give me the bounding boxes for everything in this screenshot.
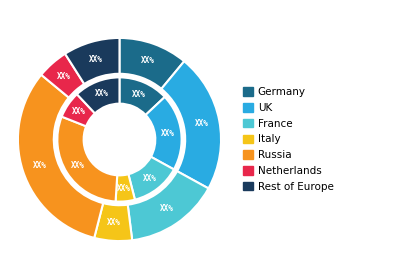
- Wedge shape: [145, 97, 182, 169]
- Wedge shape: [116, 174, 135, 202]
- Text: XX%: XX%: [72, 107, 86, 116]
- Text: XX%: XX%: [94, 90, 108, 98]
- Wedge shape: [162, 61, 221, 188]
- Text: XX%: XX%: [132, 90, 146, 99]
- Text: XX%: XX%: [89, 55, 103, 64]
- Wedge shape: [77, 77, 119, 113]
- Wedge shape: [94, 203, 132, 241]
- Text: XX%: XX%: [159, 204, 173, 213]
- Wedge shape: [41, 54, 84, 98]
- Text: XX%: XX%: [107, 218, 121, 227]
- Text: XX%: XX%: [141, 56, 155, 65]
- Wedge shape: [129, 157, 174, 200]
- Wedge shape: [18, 75, 103, 238]
- Text: XX%: XX%: [57, 72, 71, 81]
- Text: XX%: XX%: [195, 119, 208, 128]
- Legend: Germany, UK, France, Italy, Russia, Netherlands, Rest of Europe: Germany, UK, France, Italy, Russia, Neth…: [240, 84, 337, 195]
- Text: XX%: XX%: [161, 129, 175, 138]
- Wedge shape: [119, 77, 165, 115]
- Text: XX%: XX%: [33, 161, 47, 170]
- Wedge shape: [62, 94, 95, 126]
- Wedge shape: [65, 38, 119, 84]
- Text: XX%: XX%: [143, 174, 157, 183]
- Wedge shape: [57, 117, 117, 201]
- Text: XX%: XX%: [71, 161, 85, 170]
- Wedge shape: [119, 38, 184, 89]
- Text: XX%: XX%: [117, 184, 131, 193]
- Wedge shape: [128, 171, 208, 240]
